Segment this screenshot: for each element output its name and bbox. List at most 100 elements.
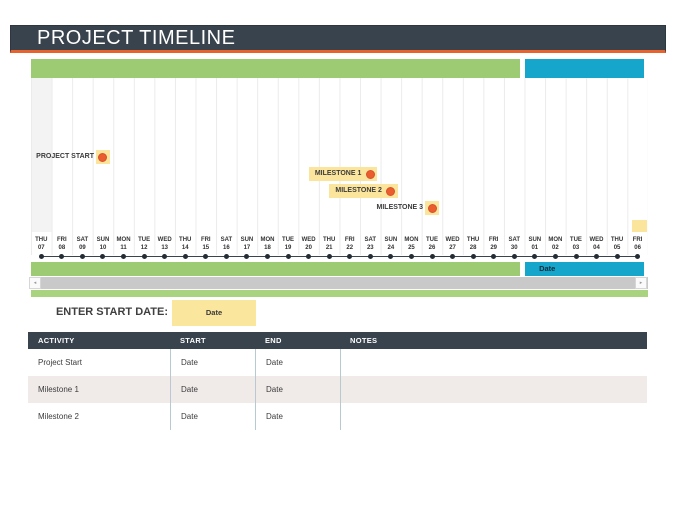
milestone-dot-cell [383, 184, 398, 198]
date-tick: TUE 19 [282, 237, 295, 251]
date-tick: SAT 09 [76, 237, 89, 251]
milestone-label: MILESTONE 2 [335, 187, 382, 194]
notes-cell[interactable] [340, 403, 647, 430]
date-tick: FRI 06 [632, 237, 643, 251]
date-tick: SAT 23 [364, 237, 377, 251]
axis-dot [265, 254, 271, 259]
end-date-cell[interactable]: Date [255, 349, 340, 376]
axis-dot [306, 254, 312, 259]
axis-line [41, 256, 638, 257]
page-title: PROJECT TIMELINE [37, 27, 236, 49]
date-tick: FRI 29 [488, 237, 499, 251]
activity-table: ACTIVITY START END NOTES Project Start Date D… [28, 332, 647, 430]
axis-dot [223, 254, 229, 259]
axis-dot [121, 254, 127, 259]
table-header-cell: ACTIVITY [38, 336, 75, 345]
milestone-dot-cell [363, 167, 378, 181]
date-axis: THU 07 FRI 08 SAT 09 SUN 10 MON 11 TUE 12 WED 13 THU 14… [31, 233, 648, 255]
date-tick: SUN 17 [240, 237, 254, 251]
end-date-cell[interactable]: Date [255, 403, 340, 430]
scrollbar-right-button[interactable]: ▸ [635, 277, 647, 289]
scrollbar-left-button[interactable]: ◂ [29, 277, 41, 289]
date-tick: TUE 12 [138, 237, 151, 251]
axis-dot [100, 254, 106, 259]
milestone-label: MILESTONE 3 [376, 204, 424, 211]
table-header-cell: NOTES [350, 336, 378, 345]
axis-dot [408, 254, 414, 259]
axis-dot [203, 254, 209, 259]
table-header-cell: START [180, 336, 206, 345]
milestone-dot-icon [98, 152, 108, 162]
axis-dot [470, 254, 476, 259]
axis-dot [614, 254, 620, 259]
date-tick: THU 07 [35, 237, 48, 251]
date-tick: MON 25 [404, 237, 419, 251]
date-tick: THU 14 [179, 237, 192, 251]
highlight-cell [632, 220, 647, 232]
axis-dot [450, 254, 456, 259]
axis-dot [285, 254, 291, 259]
table-row: Project Start Date Date [28, 349, 647, 376]
notes-cell[interactable] [340, 349, 647, 376]
axis-dot [162, 254, 168, 259]
date-tick: WED 20 [301, 237, 316, 251]
activity-cell[interactable]: Project Start [38, 358, 83, 367]
date-tick: SUN 10 [96, 237, 110, 251]
milestone-dot-icon [386, 186, 396, 196]
table-row: Milestone 1 Date Date [28, 376, 647, 403]
milestone-label: PROJECT START [36, 153, 94, 160]
date-range-label: Date [539, 264, 556, 273]
date-tick: MON 18 [260, 237, 275, 251]
date-range-bar: Date [525, 262, 645, 276]
date-tick: MON 11 [116, 237, 131, 251]
timeline-bar-green-top [31, 59, 520, 78]
axis-dot [141, 254, 147, 259]
activity-cell[interactable]: Milestone 1 [38, 385, 79, 394]
axis-dot [532, 254, 538, 259]
date-tick: FRI 15 [200, 237, 211, 251]
timeline-chart: PROJECT START MILESTONE 1 MILESTONE 2 MILES… [29, 58, 648, 298]
start-date-cell[interactable]: Date [170, 403, 255, 430]
timeline-bar-green-bottom [31, 262, 520, 276]
axis-dot [347, 254, 353, 259]
axis-dot [635, 254, 641, 259]
date-tick: MON 02 [548, 237, 563, 251]
activity-cell[interactable]: Milestone 2 [38, 412, 79, 421]
start-date-cell[interactable]: Date [170, 349, 255, 376]
milestone-label: MILESTONE 1 [314, 170, 362, 177]
date-tick: THU 28 [466, 237, 480, 251]
title-bar: PROJECT TIMELINE [10, 25, 666, 53]
table-row: Milestone 2 Date Date [28, 403, 647, 430]
table-body: Project Start Date Date Milestone 1 Date Date… [28, 349, 647, 430]
axis-dot [552, 254, 558, 259]
axis-dot [244, 254, 250, 259]
axis-dot [182, 254, 188, 259]
start-date-input[interactable]: Date [172, 300, 256, 326]
date-tick: FRI 08 [57, 237, 67, 251]
date-tick: WED 13 [157, 237, 172, 251]
date-tick: TUE 03 [569, 237, 582, 251]
axis-dot [59, 254, 65, 259]
milestone-marker: MILESTONE 3 [377, 201, 440, 215]
notes-cell[interactable] [340, 376, 647, 403]
milestone-dot-icon [365, 169, 375, 179]
axis-dot [38, 254, 44, 259]
milestone-marker: PROJECT START [36, 150, 110, 164]
table-header-row: ACTIVITY START END NOTES [28, 332, 647, 349]
plot-gridlines [31, 78, 648, 255]
axis-dot [511, 254, 517, 259]
date-tick: WED 27 [445, 237, 460, 251]
date-tick: SAT 30 [508, 237, 520, 251]
axis-dot [491, 254, 497, 259]
axis-dot [594, 254, 600, 259]
enter-start-date-label: ENTER START DATE: [55, 306, 168, 318]
milestone-marker: MILESTONE 1 [308, 167, 378, 181]
date-tick: FRI 22 [344, 237, 355, 251]
end-date-cell[interactable]: Date [255, 376, 340, 403]
date-tick: SAT 16 [220, 237, 233, 251]
chart-scrollbar[interactable]: ◂ ▸ [29, 277, 648, 289]
start-date-cell[interactable]: Date [170, 376, 255, 403]
timeline-bar-blue-top [525, 59, 645, 78]
axis-dot [79, 254, 85, 259]
